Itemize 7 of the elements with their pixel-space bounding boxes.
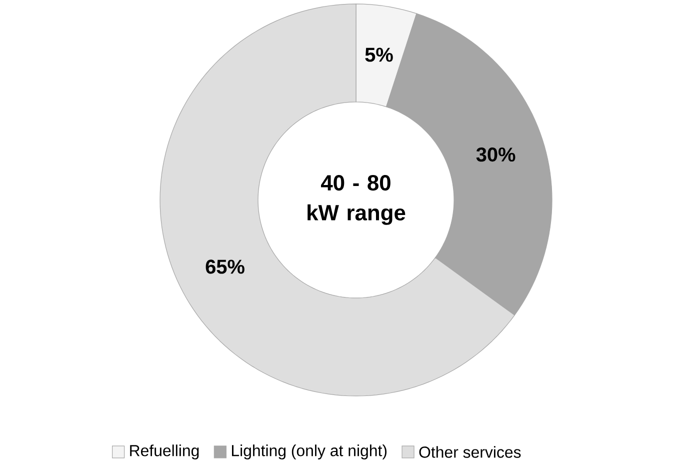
legend-label: Other services xyxy=(419,446,521,458)
legend-label: Lighting (only at night) xyxy=(232,444,387,460)
data-label: 65% xyxy=(206,260,244,274)
data-label: 30% xyxy=(476,147,516,162)
legend-label: Refuelling xyxy=(130,444,199,460)
data-label: 5% xyxy=(365,48,393,62)
text: 40 - 80 kW range xyxy=(308,175,406,225)
